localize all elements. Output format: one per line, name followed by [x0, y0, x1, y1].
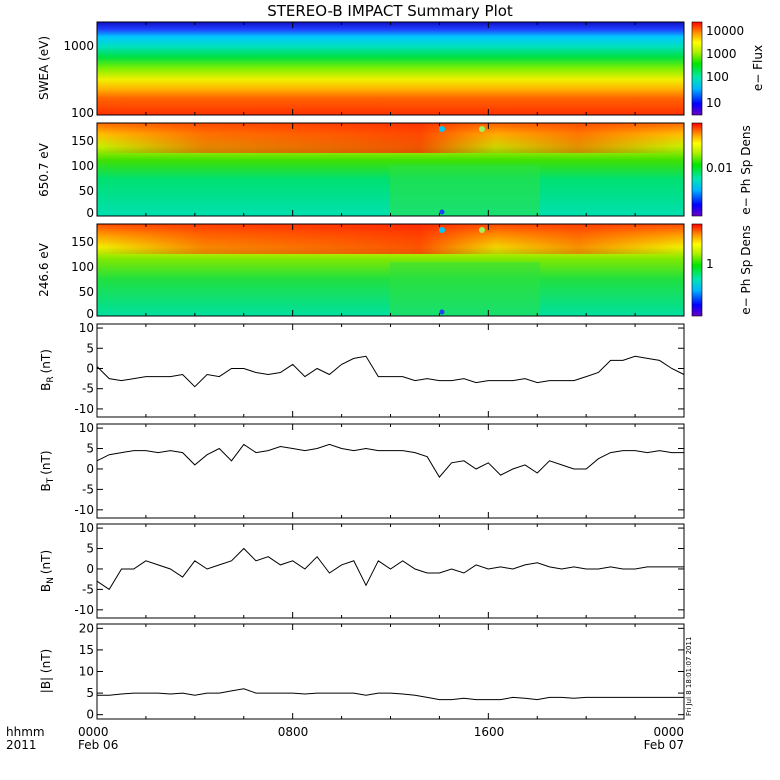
bt-frame	[96, 423, 685, 519]
bn-ylabel-sub: N	[46, 577, 56, 584]
pad246-ytick-0: 0	[86, 307, 94, 321]
bt-ylabel-main: B	[39, 483, 53, 491]
br-panel: BR (nT)	[39, 323, 685, 418]
pad650-cbar-tick: 0.01	[706, 161, 733, 175]
br-ytick-label: -10	[74, 402, 94, 416]
pad650-ylabel: 650.7 eV	[37, 142, 51, 197]
bn-ytick-label: -5	[82, 582, 94, 596]
bn-ytick-label: -10	[74, 603, 94, 617]
time-tick-1: 0800	[278, 725, 309, 739]
bt-trace	[96, 443, 684, 478]
bn-ylabel-main: B	[39, 584, 53, 592]
bt-ytick-label: 10	[79, 421, 94, 435]
pad246-ytick-150: 150	[71, 235, 94, 249]
pad246-ytick-100: 100	[71, 260, 94, 274]
br-frame	[96, 323, 685, 418]
pad246-hot-band	[97, 224, 684, 254]
pad650-ytick-100: 100	[71, 159, 94, 173]
pad246-cbar-tick: 1	[706, 257, 714, 271]
bt-ylabel-unit: (nT)	[39, 450, 53, 474]
time-axis-row2: 2011	[6, 738, 37, 752]
time-axis-row1: hhmm	[6, 725, 45, 739]
br-ytick-label: 0	[86, 361, 94, 375]
br-ytick-label: 10	[79, 321, 94, 335]
pad650-hot-band	[97, 123, 684, 153]
swea-cbar-tick-10000: 10000	[706, 24, 744, 38]
br-ytick-label: 5	[86, 341, 94, 355]
bn-trace	[96, 547, 684, 591]
pad650-colorbar	[691, 122, 703, 217]
swea-panel: 1000 100 SWEA (eV) 10000 1000 100 10 e− …	[37, 21, 765, 120]
swea-colorbar	[691, 21, 703, 116]
pad650-ytick-0: 0	[86, 206, 94, 220]
bn-ytick-label: 0	[86, 562, 94, 576]
bt-panel: BT (nT)	[39, 423, 685, 519]
br-trace	[96, 355, 685, 388]
pad650-spot	[479, 126, 485, 132]
swea-cbar-label: e− Flux	[751, 45, 765, 91]
bmag-ytick-label: 0	[86, 708, 94, 722]
bt-ytick-label: 5	[86, 442, 94, 456]
pad650-ytick-50: 50	[79, 184, 94, 198]
bmag-ytick-label: 20	[79, 621, 94, 635]
pad650-blue-spot	[439, 126, 445, 132]
time-tick-0: 0000	[78, 725, 109, 739]
bmag-ytick-label: 15	[79, 643, 94, 657]
swea-heatmap	[97, 22, 684, 115]
swea-cbar-tick-10: 10	[706, 96, 721, 110]
bn-ylabel: BN (nT)	[39, 550, 56, 592]
pad246-blue-spot-bottom	[439, 309, 445, 315]
br-ylabel: BR (nT)	[39, 349, 56, 391]
pad650-blue-spot-bottom	[439, 209, 445, 215]
bmag-trace	[97, 688, 684, 701]
figure-title: STEREO-B IMPACT Summary Plot	[267, 2, 513, 20]
pad246-colorbar	[691, 223, 703, 317]
bt-ylabel-sub: T	[46, 477, 56, 484]
bn-ytick-label: 10	[79, 521, 94, 535]
pad246-spot	[479, 227, 485, 233]
bn-frame	[96, 523, 685, 619]
pad246-panel: 150 100 50 0 246.6 eV 1 e− Ph Sp Dens	[37, 223, 753, 321]
swea-ytick-1000: 1000	[63, 39, 94, 53]
timestamp-label: Fri Jul 8 18:01:07 2011	[685, 637, 693, 716]
bmag-ytick-label: 10	[79, 665, 94, 679]
pad650-cbar-label: e− Ph Sp Dens	[739, 125, 753, 214]
bt-ytick-label: 0	[86, 462, 94, 476]
bmag-ytick-label: 5	[86, 686, 94, 700]
pad650-green-region	[390, 165, 540, 216]
swea-cbar-tick-100: 100	[706, 70, 729, 84]
pad650-panel: 150 100 50 0 650.7 eV 0.01 e− Ph Sp Dens	[37, 122, 753, 220]
pad246-blue-spot	[439, 227, 445, 233]
time-axis: hhmm 2011 0000 Feb 06 0800 1600 0000 Feb…	[6, 725, 684, 752]
bt-ytick-label: -5	[82, 482, 94, 496]
swea-ylabel: SWEA (eV)	[37, 36, 51, 100]
pad650-ytick-150: 150	[71, 134, 94, 148]
time-tick-2: 1600	[474, 725, 505, 739]
pad246-cbar-label: e− Ph Sp Dens	[739, 225, 753, 314]
bt-ylabel: BT (nT)	[39, 450, 56, 491]
br-ylabel-sub: R	[46, 376, 56, 382]
time-tick-3-date: Feb 07	[644, 738, 684, 752]
swea-cbar-tick-1000: 1000	[706, 47, 737, 61]
bmag-panel: |B| (nT) Fri Jul 8 18:01:07 2011	[39, 623, 693, 720]
time-tick-0-date: Feb 06	[78, 738, 118, 752]
bn-panel: BN (nT)	[39, 523, 685, 619]
bn-ytick-label: 5	[86, 542, 94, 556]
pad246-green-region	[390, 262, 540, 316]
br-ylabel-unit: (nT)	[39, 349, 53, 373]
bn-ylabel-unit: (nT)	[39, 550, 53, 574]
br-ylabel-main: B	[39, 383, 53, 391]
bt-ytick-label: -10	[74, 503, 94, 517]
time-tick-3: 0000	[653, 725, 684, 739]
bmag-ylabel: |B| (nT)	[39, 649, 53, 693]
pad246-ylabel: 246.6 eV	[37, 242, 51, 297]
br-ytick-label: -5	[82, 382, 94, 396]
pad246-ytick-50: 50	[79, 285, 94, 299]
swea-ytick-100: 100	[71, 106, 94, 120]
bmag-frame	[96, 623, 685, 720]
